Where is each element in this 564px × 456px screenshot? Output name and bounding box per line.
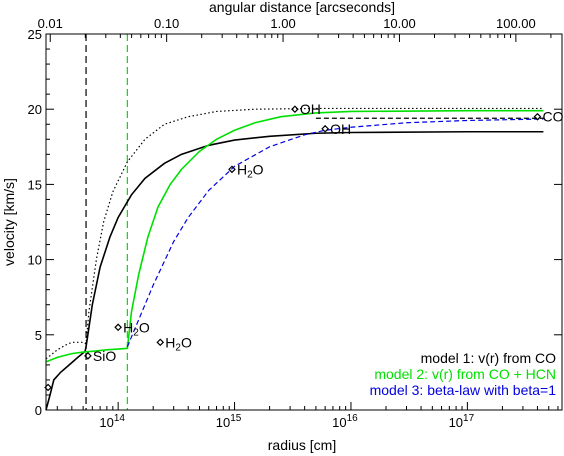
maser-label: OH [330, 121, 351, 137]
x-tick-label: 1015 [216, 413, 242, 430]
maser-marker [156, 338, 165, 347]
maser-label: H2O [165, 334, 192, 353]
maser-marker [228, 165, 236, 174]
maser-marker [84, 352, 92, 360]
y-tick-label: 15 [28, 177, 42, 192]
x-tick-label: 1016 [332, 413, 358, 430]
series-line [45, 130, 544, 411]
y-tick-label: 10 [28, 253, 42, 268]
maser-label: SiO [93, 348, 116, 364]
x-axis-label: radius [cm] [268, 437, 336, 453]
series-line [45, 107, 544, 360]
x-tick-label: 1014 [99, 413, 125, 430]
x-tick-label: 1017 [449, 413, 475, 430]
x2-tick-label: 100.00 [496, 16, 536, 31]
x2-tick-label: 0.01 [38, 16, 63, 31]
maser-label: H2O [237, 161, 264, 180]
series-line [45, 109, 544, 363]
x2-tick-label: 0.10 [154, 16, 179, 31]
y-axis-label: velocity [km/s] [1, 178, 17, 266]
y-tick-label: 20 [28, 102, 42, 117]
maser-marker [114, 323, 122, 332]
y-tick-label: 25 [28, 27, 42, 42]
series-line [126, 118, 544, 348]
x2-axis-label: angular distance [arcseconds] [209, 0, 395, 15]
plot-frame [45, 33, 563, 411]
maser-label: OH [300, 101, 321, 117]
maser-label: CO [542, 109, 563, 125]
maser-marker [533, 112, 542, 121]
y-tick-label: 0 [35, 403, 42, 418]
y-tick-label: 5 [35, 328, 42, 343]
legend-entry: model 3: beta-law with beta=1 [370, 382, 557, 398]
x2-tick-label: 10.00 [383, 16, 416, 31]
maser-marker [321, 124, 329, 133]
maser-marker [291, 105, 299, 114]
x2-tick-label: 1.00 [270, 16, 295, 31]
legend-entry: model 2: v(r) from CO + HCN [374, 366, 556, 382]
legend-entry: model 1: v(r) from CO [421, 350, 556, 366]
maser-label: H2O [123, 319, 150, 338]
